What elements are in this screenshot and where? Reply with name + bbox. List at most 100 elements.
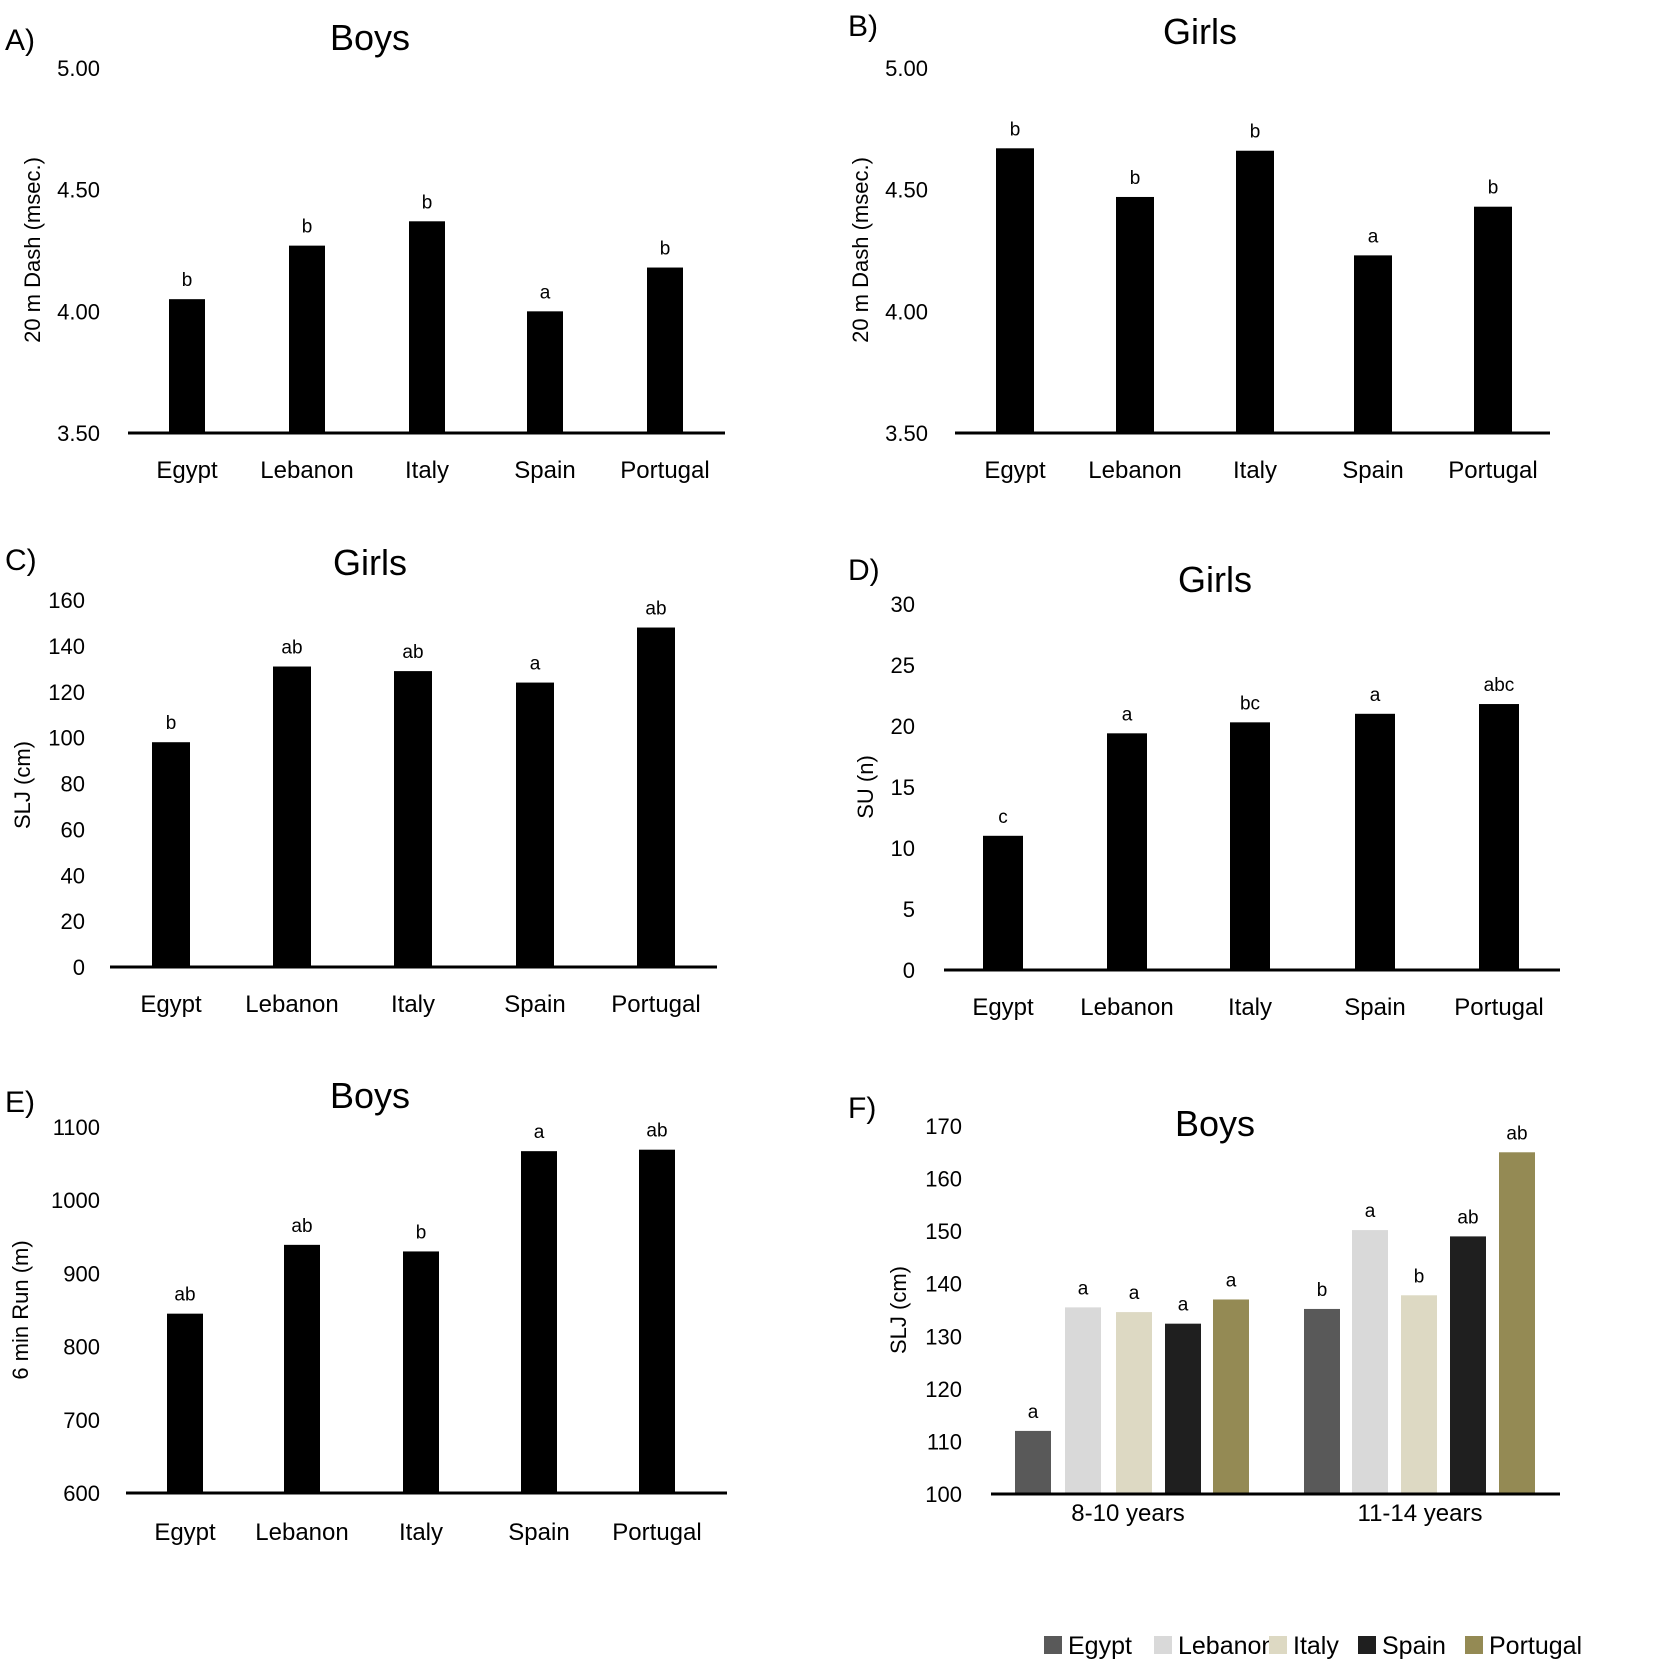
bar-italy xyxy=(409,221,445,433)
legend-label-spain: Spain xyxy=(1382,1632,1446,1660)
y-axis-label-f: SLJ (cm) xyxy=(886,1266,911,1354)
x-category-label: Lebanon xyxy=(1080,994,1173,1021)
bar-portugal xyxy=(639,1149,675,1493)
significance-label: b xyxy=(1250,122,1261,143)
y-tick-label: 1100 xyxy=(53,1115,100,1140)
y-tick-label: 1000 xyxy=(51,1188,100,1213)
y-tick-label: 3.50 xyxy=(885,421,928,446)
significance-label: bc xyxy=(1240,693,1260,714)
significance-label: a xyxy=(530,654,541,675)
y-axis-label-d: SU (n) xyxy=(853,755,878,819)
significance-label: b xyxy=(1414,1266,1425,1287)
bar-portugal-8-10 xyxy=(1213,1299,1249,1494)
bar-italy xyxy=(403,1251,439,1493)
y-tick-label: 700 xyxy=(63,1408,100,1433)
x-category-label: Portugal xyxy=(1454,994,1543,1021)
bar-portugal-11-14 xyxy=(1499,1152,1535,1494)
y-tick-label: 800 xyxy=(63,1335,100,1360)
significance-label: b xyxy=(302,217,313,238)
y-axis-label-a: 20 m Dash (msec.) xyxy=(20,157,45,343)
chart-panel-a: A) Boys 20 m Dash (msec.) 3.50 4.00 4.50 5.00 b… xyxy=(5,17,725,484)
panel-label-a: A) xyxy=(5,24,35,57)
y-tick-label: 900 xyxy=(63,1261,100,1286)
y-tick-label: 4.50 xyxy=(885,178,928,203)
bar-lebanon xyxy=(289,245,325,433)
bar-portugal xyxy=(1479,704,1519,970)
significance-label: a xyxy=(1028,1402,1039,1423)
bar-italy xyxy=(1230,722,1270,970)
y-tick-label: 4.50 xyxy=(57,178,100,203)
y-axis-label-c: SLJ (cm) xyxy=(10,741,35,829)
chart-title-a: Boys xyxy=(330,17,410,58)
bar-egypt xyxy=(996,148,1034,434)
y-tick-label: 140 xyxy=(48,634,85,659)
bar-portugal xyxy=(1474,206,1512,433)
x-category-label: 8-10 years xyxy=(1071,1500,1184,1527)
x-category-label: Portugal xyxy=(611,991,700,1018)
bar-spain-8-10 xyxy=(1165,1323,1201,1494)
legend-swatch-lebanon xyxy=(1154,1636,1172,1654)
bar-egypt xyxy=(152,742,190,967)
chart-title-e: Boys xyxy=(330,1075,410,1116)
x-category-label: Spain xyxy=(514,457,575,484)
x-category-label: Portugal xyxy=(612,1519,701,1546)
chart-panel-b: B) Girls 20 m Dash (msec.) 3.50 4.00 4.50 5.00… xyxy=(848,10,1550,484)
significance-label: b xyxy=(660,239,671,260)
bar-lebanon-8-10 xyxy=(1065,1307,1101,1494)
significance-label: b xyxy=(1317,1280,1328,1301)
chart-panel-e: E) Boys 6 min Run (m) 600 700 800 900 1000 1100 a… xyxy=(5,1075,727,1546)
y-tick-label: 0 xyxy=(73,955,85,980)
significance-label: b xyxy=(166,713,177,734)
chart-title-d: Girls xyxy=(1178,559,1252,600)
y-tick-label: 120 xyxy=(925,1377,962,1402)
bar-spain xyxy=(516,682,554,967)
significance-label: a xyxy=(540,282,551,303)
significance-label: ab xyxy=(1506,1123,1527,1144)
x-category-label: Lebanon xyxy=(1088,457,1181,484)
significance-label: ab xyxy=(174,1285,195,1306)
significance-label: a xyxy=(1129,1283,1140,1304)
significance-label: a xyxy=(1368,226,1379,247)
significance-label: a xyxy=(1178,1295,1189,1316)
panel-label-b: B) xyxy=(848,10,878,43)
x-category-label: Egypt xyxy=(972,994,1034,1021)
significance-label: ab xyxy=(645,599,666,620)
y-tick-label: 5.00 xyxy=(885,56,928,81)
y-tick-label: 3.50 xyxy=(57,421,100,446)
significance-label: a xyxy=(1226,1270,1237,1291)
x-category-label: Italy xyxy=(1228,994,1272,1021)
significance-label: b xyxy=(1488,178,1499,199)
significance-label: b xyxy=(1010,119,1021,140)
significance-label: c xyxy=(998,807,1008,828)
legend-swatch-portugal xyxy=(1465,1636,1483,1654)
bar-lebanon-11-14 xyxy=(1352,1230,1388,1494)
y-tick-label: 40 xyxy=(61,863,85,888)
significance-label: b xyxy=(182,270,193,291)
y-tick-label: 5.00 xyxy=(57,56,100,81)
x-category-label: Egypt xyxy=(156,457,218,484)
significance-label: ab xyxy=(1457,1207,1478,1228)
bar-italy xyxy=(1236,150,1274,433)
x-category-label: Italy xyxy=(405,457,449,484)
y-tick-label: 20 xyxy=(891,714,915,739)
x-category-label: Egypt xyxy=(154,1519,216,1546)
bar-italy xyxy=(394,671,432,967)
legend-label-portugal: Portugal xyxy=(1489,1632,1582,1660)
bar-lebanon xyxy=(1107,733,1147,970)
x-category-label: Lebanon xyxy=(245,991,338,1018)
chart-title-f: Boys xyxy=(1175,1103,1255,1144)
y-tick-label: 150 xyxy=(925,1219,962,1244)
bar-spain xyxy=(1354,255,1392,433)
y-axis-label-b: 20 m Dash (msec.) xyxy=(848,157,873,343)
bar-spain xyxy=(521,1151,557,1493)
significance-label: b xyxy=(422,192,433,213)
y-tick-label: 100 xyxy=(48,726,85,751)
chart-title-b: Girls xyxy=(1163,11,1237,52)
x-category-label: Lebanon xyxy=(260,457,353,484)
significance-label: ab xyxy=(291,1216,312,1237)
x-category-label: Egypt xyxy=(984,457,1046,484)
y-axis-label-e: 6 min Run (m) xyxy=(8,1240,33,1379)
significance-label: ab xyxy=(646,1121,667,1142)
chart-title-c: Girls xyxy=(333,542,407,583)
